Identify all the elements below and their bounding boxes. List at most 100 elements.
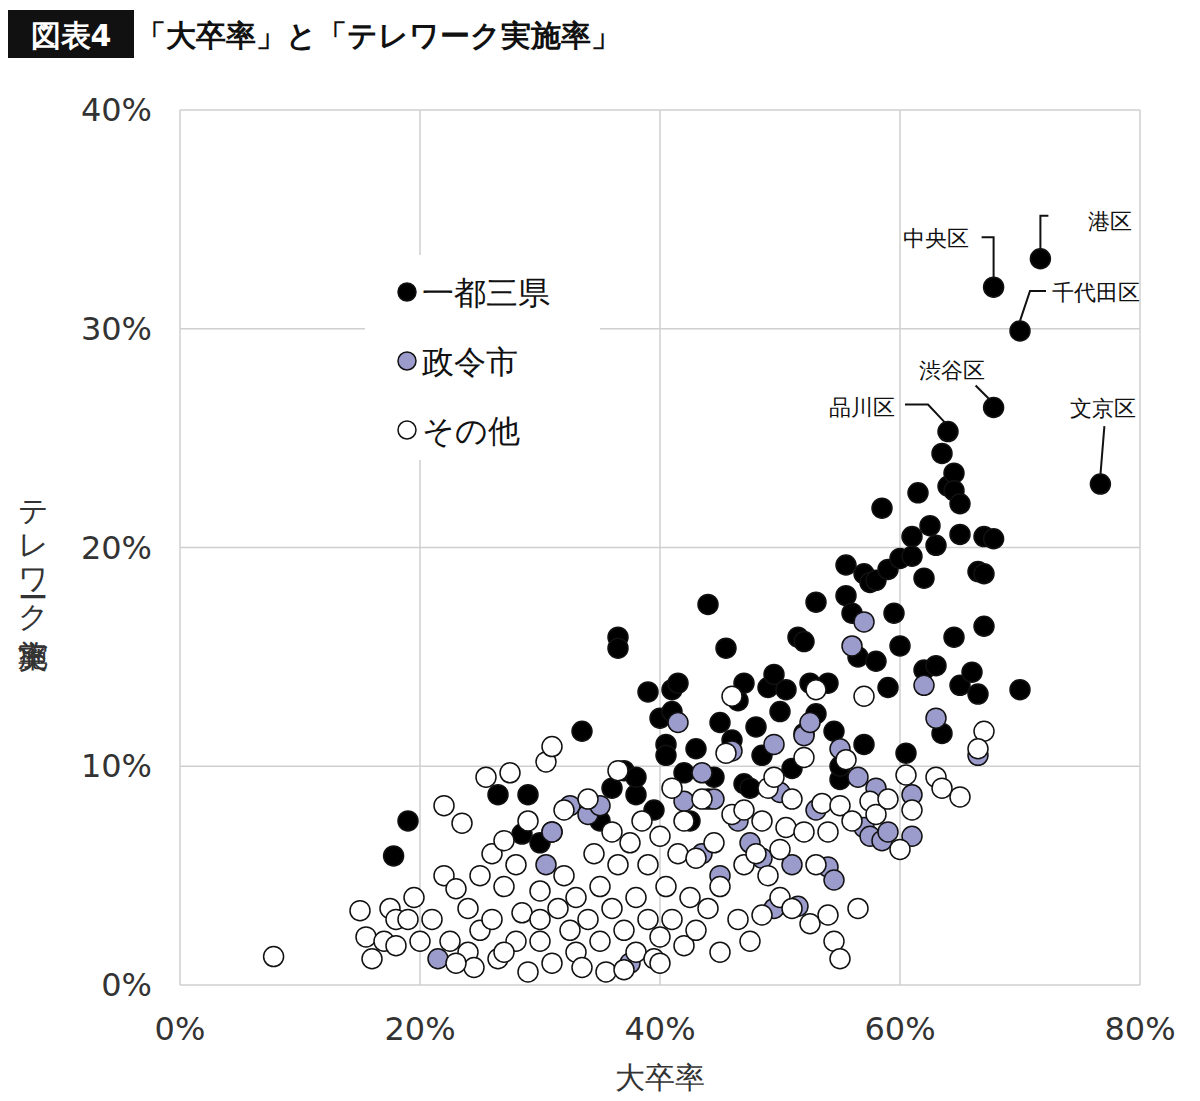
point [494,831,514,851]
point [578,789,598,809]
point [842,811,862,831]
point [668,673,688,693]
point [854,734,874,754]
chart: 図表4「大卒率」と「テレワーク実施率」0%20%40%60%80%0%10%20… [0,0,1200,1101]
point [902,527,922,547]
point [830,949,850,969]
annotation: 港区 [1088,209,1132,234]
point [350,901,370,921]
point [596,962,616,982]
point [554,800,574,820]
point [974,616,994,636]
x-axis-label: 大卒率 [615,1060,705,1095]
point [890,839,910,859]
point [638,855,658,875]
point [264,947,284,967]
y-tick-label: 10% [81,747,152,785]
annotation: 品川区 [829,395,895,420]
point [656,745,676,765]
point [932,443,952,463]
point [584,844,604,864]
point [542,953,562,973]
point [818,822,838,842]
point [1030,249,1050,269]
point [884,603,904,623]
leader-line [976,386,989,399]
point [674,811,694,831]
point [458,898,478,918]
point [470,866,490,886]
point [800,914,820,934]
point [494,942,514,962]
point [626,767,646,787]
point [422,909,442,929]
point [698,898,718,918]
point [656,877,676,897]
point [542,737,562,757]
x-tick-label: 0% [155,1010,206,1048]
point [848,767,868,787]
point [836,555,856,575]
point [962,662,982,682]
point [878,822,898,842]
point [800,713,820,733]
point [818,905,838,925]
point [446,953,466,973]
point [464,958,484,978]
x-tick-label: 60% [864,1010,935,1048]
point [968,739,988,759]
point [608,638,628,658]
point [572,958,592,978]
point [512,903,532,923]
figure-label: 図表4 [31,18,112,53]
point [926,708,946,728]
series [428,612,988,973]
point [620,833,640,853]
point [530,931,550,951]
point [704,833,724,853]
point [1010,321,1030,341]
point [740,931,760,951]
point [482,909,502,929]
leader-line [1040,216,1048,250]
point [710,942,730,962]
point [878,678,898,698]
point [812,793,832,813]
point [926,535,946,555]
point [488,785,508,805]
point [518,785,538,805]
point [614,920,634,940]
point [758,866,778,886]
point [452,813,472,833]
point [926,656,946,676]
point [626,942,646,962]
point [686,920,706,940]
point [500,763,520,783]
point [764,734,784,754]
y-tick-label: 20% [81,529,152,567]
point [638,909,658,929]
point [548,898,568,918]
point [668,713,688,733]
point [590,877,610,897]
point [608,855,628,875]
point [794,748,814,768]
annotation: 中央区 [903,226,969,251]
point [974,564,994,584]
point [362,949,382,969]
y-tick-label: 0% [101,966,152,1004]
point [716,743,736,763]
point [680,888,700,908]
point [806,855,826,875]
point [530,881,550,901]
point [872,498,892,518]
point [536,855,556,875]
point [494,877,514,897]
legend-marker [398,283,416,301]
point [692,789,712,809]
point [554,866,574,886]
point [854,612,874,632]
point [716,638,736,658]
point [410,931,430,951]
point [386,936,406,956]
